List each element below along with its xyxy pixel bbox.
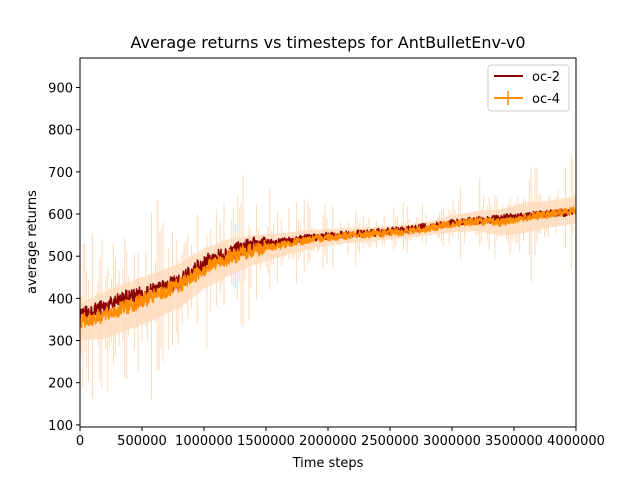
x-axis: 0 500000 1000000 1500000 2000000 2500000 30000… (76, 427, 605, 449)
legend-label-oc-4: oc-4 (532, 92, 560, 107)
y-tick-label: 300 (48, 335, 73, 350)
y-tick-label: 900 (48, 82, 73, 97)
y-axis-label: average returns (25, 190, 40, 294)
x-tick-label: 4000000 (547, 434, 605, 449)
y-tick-label: 400 (48, 292, 73, 307)
x-tick-label: 3000000 (423, 434, 481, 449)
x-tick-label: 500000 (117, 434, 167, 449)
y-axis: 100 200 300 400 500 600 700 800 900 (48, 82, 80, 434)
x-axis-label: Time steps (292, 456, 364, 471)
y-tick-label: 500 (48, 250, 73, 265)
y-tick-label: 100 (48, 419, 73, 434)
y-tick-label: 800 (48, 124, 73, 139)
legend: oc-2 oc-4 (487, 64, 570, 112)
legend-label-oc-2: oc-2 (532, 70, 560, 85)
oc-4-std-band (80, 196, 576, 341)
x-tick-label: 1500000 (237, 434, 295, 449)
series-line-oc-4 (80, 206, 576, 329)
chart-title: Average returns vs timesteps for AntBull… (130, 33, 525, 52)
x-tick-label: 2000000 (299, 434, 357, 449)
x-tick-label: 0 (76, 434, 84, 449)
plot-lines-layer (80, 206, 576, 329)
x-tick-label: 1000000 (175, 434, 233, 449)
y-tick-label: 600 (48, 208, 73, 223)
x-tick-label: 3500000 (485, 434, 543, 449)
y-tick-label: 700 (48, 166, 73, 181)
x-tick-label: 2500000 (361, 434, 419, 449)
y-tick-label: 200 (48, 377, 73, 392)
